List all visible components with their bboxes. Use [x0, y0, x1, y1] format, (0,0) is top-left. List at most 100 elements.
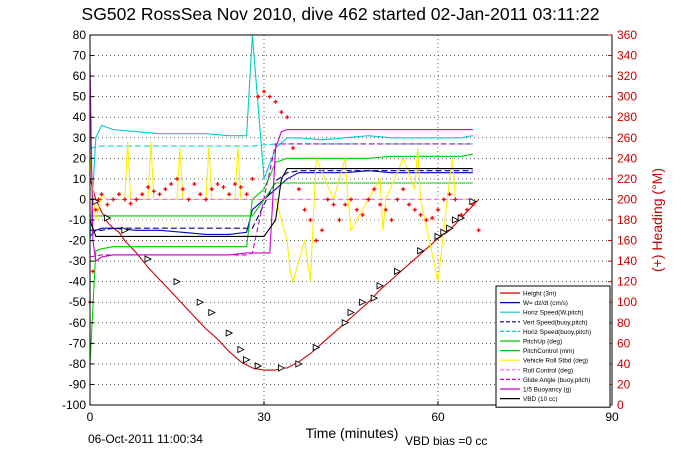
heading-point [157, 192, 162, 197]
left-tick-label: 10 [73, 172, 87, 186]
chart-title: SG502 RossSea Nov 2010, dive 462 started… [81, 4, 600, 24]
series-pitch-control [90, 182, 473, 217]
right-tick-label: 100 [617, 295, 637, 309]
heading-point [163, 187, 168, 192]
heading-point [291, 146, 295, 151]
left-tick-label: 50 [73, 90, 87, 104]
heading-point [238, 185, 243, 190]
series-vbd [89, 168, 473, 237]
heading-point [360, 212, 365, 217]
dive-marker [393, 267, 402, 276]
heading-point [383, 207, 388, 212]
dive-marker [347, 308, 356, 317]
dive-marker [277, 364, 286, 372]
right-axis: 3603403203002802602402202001801601401201… [608, 28, 637, 412]
heading-point [372, 187, 377, 192]
heading-point [180, 187, 185, 192]
left-tick-label: 20 [73, 151, 87, 165]
legend-label: 1/5 Buoyancy (g) [523, 387, 571, 394]
legend: Height (3m) W= dz/dt (cm/s) Horiz Speed(W,… [495, 285, 611, 408]
right-tick-label: 60 [617, 336, 631, 350]
heading-point [215, 182, 220, 187]
left-tick-label: 0 [79, 192, 86, 206]
series-glide [89, 143, 473, 258]
dive-marker [434, 232, 443, 241]
heading-point [366, 197, 371, 202]
heading-point [96, 197, 101, 202]
heading-point [349, 197, 353, 202]
right-tick-label: 20 [617, 377, 631, 391]
heading-point [412, 207, 417, 212]
right-tick-label: 340 [617, 49, 637, 63]
dive-marker [295, 360, 303, 368]
legend-label: Roll Control (deg) [523, 367, 573, 374]
heading-point [99, 192, 104, 197]
heading-point [279, 110, 284, 115]
heading-point [93, 207, 98, 212]
x-tick-label: 0 [87, 410, 94, 424]
heading-point [221, 185, 226, 190]
left-tick-label: -20 [69, 234, 87, 248]
heading-point [146, 185, 150, 190]
heading-point [354, 207, 359, 212]
heading-point [192, 182, 197, 187]
heading-point [273, 99, 278, 104]
right-tick-label: 0 [617, 398, 624, 412]
dive-marker [370, 294, 379, 302]
heading-point [227, 192, 232, 197]
dive-marker [417, 247, 425, 255]
series-horz-w [89, 34, 473, 241]
dive-marker [243, 356, 251, 364]
x-tick-label: 30 [257, 410, 271, 424]
heading-point [447, 192, 452, 197]
left-tick-label: 80 [73, 28, 87, 42]
right-tick-label: 300 [617, 90, 637, 104]
left-axis: 80 70 60 50 40 30 20 10 0 -10 -20 -30 -40 -50 -60 -70 -8… [62, 28, 94, 412]
heading-point [325, 197, 330, 202]
heading-point [169, 182, 174, 187]
heading-point [262, 89, 266, 94]
heading-point [314, 238, 319, 243]
right-tick-label: 220 [617, 172, 637, 186]
left-tick-label: 30 [73, 131, 87, 145]
left-tick-label: -40 [69, 275, 87, 289]
right-tick-label: 80 [617, 316, 631, 330]
heading-point [320, 228, 324, 233]
heading-point [128, 201, 133, 206]
right-tick-label: 120 [617, 275, 637, 289]
x-tick-label: 60 [431, 410, 445, 424]
right-tick-label: 320 [617, 69, 637, 83]
heading-point [256, 94, 261, 99]
legend-label: Vert Speed(buoy,pitch) [523, 319, 588, 326]
heading-point [105, 202, 110, 207]
left-tick-label: 40 [73, 110, 87, 124]
heading-point [436, 207, 440, 212]
heading-point [459, 212, 464, 217]
legend-label: Glide Angle (buoy,pitch) [523, 377, 590, 384]
heading-point [465, 207, 469, 212]
dive-marker [376, 282, 385, 290]
dive-marker [341, 319, 350, 327]
legend-label: Horiz Speed(W,pitch) [523, 310, 583, 317]
left-tick-label: -70 [69, 336, 87, 350]
legend-label: PitchUp (deg) [523, 339, 562, 346]
heading-point [90, 269, 95, 274]
right-tick-label: 280 [617, 110, 637, 124]
legend-label: Vehicle Roll Stbd (deg) [523, 358, 588, 365]
heading-point [117, 192, 121, 197]
heading-point [250, 176, 255, 181]
dive-marker [208, 308, 216, 317]
footer-timestamp: 06-Oct-2011 11:00:34 [88, 432, 203, 446]
right-tick-label: 240 [617, 151, 637, 165]
legend-label: VBD (10 cc) [523, 396, 557, 403]
dive-marker [451, 216, 460, 224]
left-tick-label: 60 [73, 69, 87, 83]
heading-point [186, 197, 191, 202]
right-axis-label: (+) Heading (°M) [649, 168, 665, 272]
dive-marker [196, 298, 205, 306]
left-tick-label: -50 [69, 295, 87, 309]
right-tick-label: 160 [617, 234, 637, 248]
heading-point [441, 197, 446, 202]
